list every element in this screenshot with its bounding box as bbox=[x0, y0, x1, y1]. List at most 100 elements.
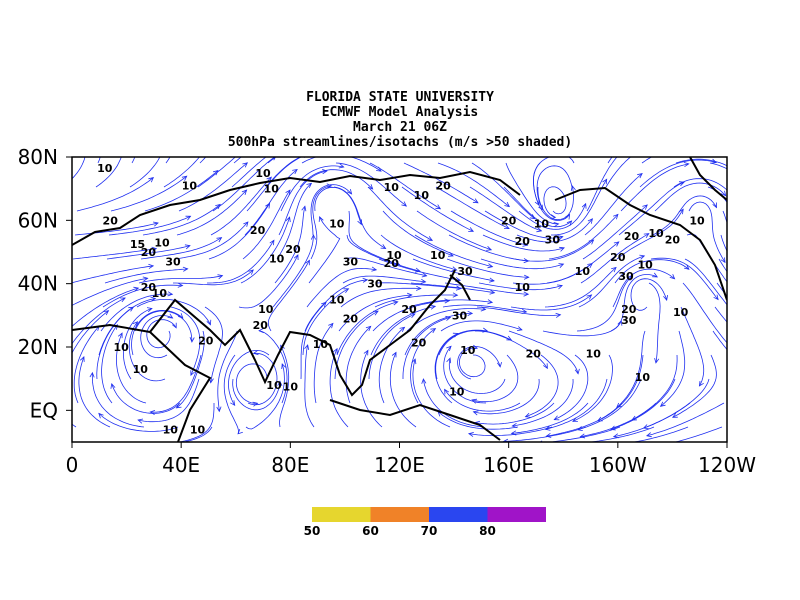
streamline bbox=[280, 165, 344, 212]
streamline bbox=[91, 372, 145, 428]
isotach-label: 10 bbox=[113, 341, 129, 354]
streamline-arrow bbox=[522, 241, 529, 247]
streamline-arrow bbox=[167, 291, 174, 297]
streamline bbox=[210, 176, 272, 236]
streamline-arrow bbox=[258, 328, 264, 334]
streamline bbox=[610, 274, 658, 332]
isotach-label: 10 bbox=[154, 237, 170, 250]
streamline bbox=[74, 222, 159, 236]
streamline bbox=[510, 294, 592, 311]
streamline-arrow bbox=[536, 227, 543, 233]
streamline-arrow bbox=[534, 200, 540, 206]
isotach-label: 20 bbox=[343, 313, 359, 326]
streamline-arrow bbox=[468, 227, 475, 232]
streamline bbox=[584, 173, 643, 236]
streamline bbox=[142, 204, 221, 236]
colorbar-label: 70 bbox=[421, 524, 438, 538]
streamline bbox=[101, 324, 118, 404]
streamline-arrow bbox=[577, 426, 583, 431]
streamline bbox=[367, 186, 433, 241]
streamline bbox=[448, 358, 506, 395]
streamline bbox=[96, 306, 134, 380]
streamline-arrow bbox=[277, 380, 283, 387]
streamline-arrow bbox=[711, 158, 718, 164]
streamline bbox=[446, 258, 529, 278]
streamline bbox=[448, 234, 529, 262]
streamline bbox=[610, 378, 676, 430]
streamline bbox=[258, 330, 288, 404]
streamline-arrow bbox=[322, 169, 328, 175]
x-tick-label: 80E bbox=[271, 453, 309, 477]
isotach-label: 20 bbox=[411, 336, 427, 349]
streamline-arrow bbox=[557, 284, 563, 290]
streamline-arrow bbox=[559, 246, 565, 252]
streamline-arrow bbox=[391, 351, 397, 358]
streamline bbox=[240, 216, 290, 284]
streamline bbox=[380, 234, 457, 271]
streamline bbox=[720, 234, 727, 252]
streamline-arrow bbox=[430, 328, 437, 334]
streamline-arrow bbox=[190, 370, 195, 377]
streamline bbox=[176, 189, 247, 236]
streamline-arrow bbox=[414, 267, 421, 273]
streamline-arrow bbox=[326, 183, 333, 189]
streamline-arrow bbox=[684, 264, 690, 270]
isotach-label: 20 bbox=[624, 230, 640, 243]
streamline-arrow bbox=[304, 344, 310, 350]
isotach-label: 10 bbox=[329, 218, 345, 231]
streamline bbox=[450, 210, 528, 246]
streamline bbox=[102, 284, 183, 308]
streamline-arrow bbox=[217, 274, 224, 280]
streamline bbox=[408, 299, 493, 308]
isotach-label: 30 bbox=[457, 265, 473, 278]
streamline bbox=[484, 210, 563, 239]
streamline-arrow bbox=[613, 213, 619, 220]
streamline-arrow bbox=[511, 422, 518, 428]
streamline-arrow bbox=[712, 202, 717, 209]
streamline-arrow bbox=[237, 428, 243, 435]
streamline bbox=[245, 363, 285, 430]
streamline-arrow bbox=[557, 235, 564, 241]
streamline bbox=[116, 332, 147, 404]
isotach-label: 10 bbox=[97, 162, 113, 175]
streamline bbox=[272, 234, 314, 308]
isotach-label: 20 bbox=[526, 347, 542, 360]
streamline-arrow bbox=[153, 221, 159, 227]
isotach-label: 10 bbox=[152, 287, 168, 300]
streamline bbox=[208, 203, 270, 260]
streamline-arrow bbox=[265, 202, 271, 209]
isotach-label: 10 bbox=[534, 218, 550, 231]
streamline bbox=[372, 300, 450, 332]
colorbar-label: 80 bbox=[479, 524, 496, 538]
streamline-arrow bbox=[467, 310, 474, 316]
streamline bbox=[308, 216, 341, 284]
colorbar-box bbox=[312, 507, 371, 522]
streamline bbox=[150, 354, 202, 413]
y-tick-label: 40N bbox=[18, 272, 58, 296]
streamline-arrow bbox=[149, 410, 156, 416]
y-tick-label: 20N bbox=[18, 335, 58, 359]
x-tick-label: 120W bbox=[698, 453, 756, 477]
isotach-label: 10 bbox=[190, 423, 206, 436]
streamline bbox=[304, 344, 315, 428]
isotach-label: 30 bbox=[545, 233, 561, 246]
streamline bbox=[459, 347, 486, 378]
streamline-arrow bbox=[167, 313, 174, 319]
streamline bbox=[382, 210, 454, 257]
isotach-label: 20 bbox=[621, 303, 637, 316]
streamline bbox=[414, 234, 493, 268]
isotach-label: 20 bbox=[384, 257, 400, 270]
streamline-arrow bbox=[486, 246, 493, 251]
streamline bbox=[673, 426, 723, 442]
streamline-arrow bbox=[642, 204, 648, 210]
streamline-arrow bbox=[281, 363, 287, 370]
streamline bbox=[78, 356, 111, 428]
streamline-arrow bbox=[487, 299, 494, 305]
streamline-arrow bbox=[151, 246, 158, 252]
streamline-arrow bbox=[642, 424, 649, 429]
streamline-arrow bbox=[269, 239, 275, 246]
isotach-label: 10 bbox=[460, 344, 476, 357]
streamline bbox=[471, 354, 519, 403]
streamline bbox=[140, 315, 173, 359]
